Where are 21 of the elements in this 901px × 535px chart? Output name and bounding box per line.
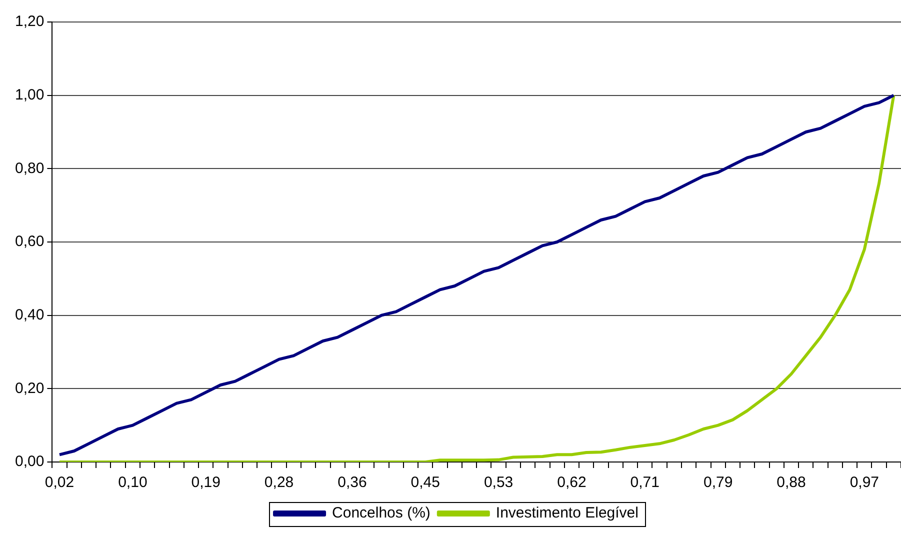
x-tick-label: 0,88 <box>776 474 806 492</box>
legend-label: Investimento Elegível <box>496 504 638 522</box>
y-tick-label: 0,80 <box>14 160 44 177</box>
legend-label: Concelhos (%) <box>332 504 430 522</box>
x-tick-label: 0,62 <box>557 474 586 492</box>
x-tick-label: 0,79 <box>703 474 733 492</box>
x-tick-label: 0,10 <box>118 474 148 492</box>
x-tick-label: 0,97 <box>850 474 880 492</box>
y-tick-label: 0,40 <box>14 306 44 324</box>
x-tick-label: 0,45 <box>410 474 440 492</box>
y-tick-label: 0,20 <box>14 380 44 397</box>
x-tick-label: 0,02 <box>44 474 74 492</box>
x-tick-label: 0,53 <box>484 474 514 492</box>
y-tick-label: 0,00 <box>14 453 44 470</box>
x-tick-label: 0,71 <box>630 474 660 492</box>
x-tick-label: 0,28 <box>264 474 294 492</box>
y-tick-label: 0,60 <box>14 233 44 250</box>
x-tick-label: 0,36 <box>338 474 367 492</box>
x-tick-label: 0,19 <box>191 474 220 492</box>
y-tick-label: 1,20 <box>14 13 44 30</box>
y-tick-label: 1,00 <box>14 86 44 104</box>
